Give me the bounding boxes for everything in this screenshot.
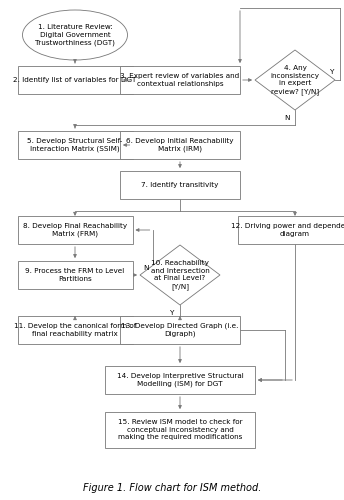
FancyBboxPatch shape: [18, 131, 132, 159]
FancyBboxPatch shape: [120, 66, 240, 94]
FancyBboxPatch shape: [120, 131, 240, 159]
Text: 1. Literature Review:
Digital Government
Trustworthiness (DGT): 1. Literature Review: Digital Government…: [35, 24, 115, 46]
Text: N: N: [284, 115, 290, 121]
Text: 11. Develop the canonical form of
final reachability matrix: 11. Develop the canonical form of final …: [14, 324, 136, 337]
Ellipse shape: [22, 10, 128, 60]
Text: 7. Identify transitivity: 7. Identify transitivity: [141, 182, 219, 188]
FancyBboxPatch shape: [18, 66, 132, 94]
Text: 4. Any
inconsistency
in expert
review? [Y/N]: 4. Any inconsistency in expert review? […: [270, 66, 320, 94]
Text: 10. Reachability
and Intersection
at Final Level?
[Y/N]: 10. Reachability and Intersection at Fin…: [151, 260, 209, 290]
Polygon shape: [140, 245, 220, 305]
Text: 13. Develop Directed Graph (i.e.
Digraph): 13. Develop Directed Graph (i.e. Digraph…: [121, 323, 239, 337]
Text: 14. Develop Interpretive Structural
Modelling (ISM) for DGT: 14. Develop Interpretive Structural Mode…: [117, 373, 243, 387]
Text: 8. Develop Final Reachability
Matrix (FRM): 8. Develop Final Reachability Matrix (FR…: [23, 223, 127, 237]
FancyBboxPatch shape: [120, 171, 240, 199]
Text: 5. Develop Structural Self-
Interaction Matrix (SSIM): 5. Develop Structural Self- Interaction …: [27, 138, 123, 152]
FancyBboxPatch shape: [105, 412, 255, 448]
Text: Figure 1. Flow chart for ISM method.: Figure 1. Flow chart for ISM method.: [83, 483, 261, 493]
FancyBboxPatch shape: [18, 216, 132, 244]
Text: 6. Develop Initial Reachability
Matrix (IRM): 6. Develop Initial Reachability Matrix (…: [126, 138, 234, 152]
Text: 3. Expert review of variables and
contextual relationships: 3. Expert review of variables and contex…: [120, 73, 240, 87]
Text: Y: Y: [330, 69, 334, 75]
FancyBboxPatch shape: [237, 216, 344, 244]
Text: N: N: [143, 265, 149, 271]
FancyBboxPatch shape: [18, 261, 132, 289]
FancyBboxPatch shape: [18, 316, 132, 344]
Text: 15. Review ISM model to check for
conceptual inconsistency and
making the requir: 15. Review ISM model to check for concep…: [118, 420, 242, 440]
FancyBboxPatch shape: [120, 316, 240, 344]
FancyBboxPatch shape: [105, 366, 255, 394]
Text: 2. Identify list of variables for DGT: 2. Identify list of variables for DGT: [13, 77, 137, 83]
Text: 12. Driving power and dependence
diagram: 12. Driving power and dependence diagram: [232, 223, 344, 237]
Polygon shape: [255, 50, 335, 110]
Text: Y: Y: [170, 310, 174, 316]
Text: 9. Process the FRM to Level
Partitions: 9. Process the FRM to Level Partitions: [25, 268, 125, 282]
